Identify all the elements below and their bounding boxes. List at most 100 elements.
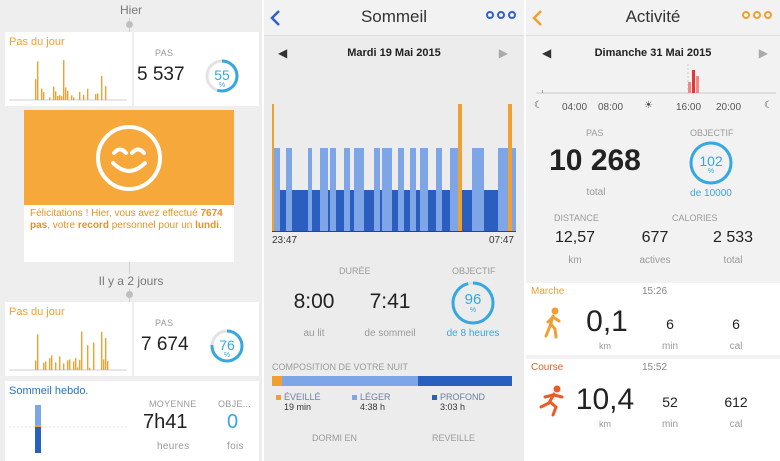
- woke-up-label: REVEILLE: [432, 433, 476, 443]
- objective-value: 0: [227, 411, 239, 433]
- timeline-dot: [126, 291, 133, 298]
- sleep-segment-deep: [484, 190, 498, 232]
- panel-divider: [524, 0, 526, 461]
- back-button[interactable]: [268, 8, 282, 34]
- sleep-label: de sommeil: [364, 328, 416, 339]
- steps-label: PAS: [155, 318, 174, 328]
- dashboard-panel: Hier Pas du jour PAS 5 537 55%: [0, 0, 262, 461]
- steps-bar: [61, 96, 63, 100]
- total-calories-label: total: [723, 255, 743, 266]
- card-title: Pas du jour: [9, 306, 65, 318]
- fell-asleep-label: DORMI EN: [312, 433, 357, 443]
- steps-bar: [89, 367, 91, 370]
- next-day-arrow[interactable]: ▶: [758, 46, 768, 60]
- back-button[interactable]: [530, 8, 544, 34]
- record-congrats-card[interactable]: Félicitations ! Hier, vous avez effectué…: [24, 110, 234, 262]
- sleep-segment-light: [354, 148, 364, 232]
- next-day-arrow[interactable]: ▶: [498, 46, 508, 60]
- moon-icon: ☾: [534, 100, 543, 111]
- active-calories-label: actives: [639, 255, 671, 266]
- steps-bar: [63, 363, 65, 370]
- sleep-segment-light: [382, 148, 392, 232]
- steps-label: PAS: [586, 128, 604, 138]
- steps-bar: [97, 93, 99, 100]
- steps-bar: [55, 91, 57, 100]
- composition-segment: [272, 376, 282, 386]
- previous-day-arrow[interactable]: ◀: [542, 46, 552, 60]
- goal-ring: [210, 329, 244, 363]
- in-bed-label: au lit: [303, 328, 325, 339]
- steps-histogram: [9, 331, 127, 371]
- time-label: 04:00: [562, 102, 588, 113]
- steps-bar: [73, 97, 75, 100]
- smiley-icon: [96, 125, 162, 191]
- legend-swatch: [276, 395, 281, 400]
- more-options-icon[interactable]: [742, 11, 772, 19]
- activity-distance: 10,4: [575, 383, 635, 416]
- activity-row-walk[interactable]: Marche 15:26 0,1 km 6 min 6 cal: [526, 283, 780, 355]
- distance-value: 12,57: [554, 229, 596, 246]
- sleep-segment-light: [420, 148, 428, 232]
- calories-label: CALORIES: [672, 213, 718, 223]
- average-unit: heures: [157, 441, 190, 452]
- steps-bar: [87, 88, 89, 100]
- page-title: Sommeil: [360, 7, 428, 26]
- steps-card-yesterday[interactable]: Pas du jour PAS 5 537 55%: [5, 32, 259, 106]
- activity-calories-unit: cal: [729, 341, 743, 352]
- steps-bar: [49, 97, 51, 100]
- composition-label: COMPOSITION DE VOTRE NUIT: [272, 362, 409, 372]
- objective-label: OBJECTIF: [452, 266, 496, 276]
- steps-bar: [67, 90, 69, 100]
- steps-bar: [83, 94, 85, 100]
- weekly-sleep-chart: [9, 405, 127, 453]
- average-label: MOYENNE: [149, 399, 197, 409]
- activity-distance-unit: km: [599, 419, 611, 429]
- steps-bar: [59, 95, 61, 100]
- steps-bar: [105, 86, 107, 100]
- objective-unit: fois: [227, 441, 244, 452]
- sleep-segment-light: [320, 148, 328, 232]
- goal-percent: 55%: [214, 67, 230, 89]
- header-bar: Sommeil: [264, 0, 524, 36]
- activity-minutes-unit: min: [661, 341, 679, 352]
- steps-bar: [35, 79, 37, 100]
- steps-bar: [101, 331, 103, 370]
- steps-bar: [87, 345, 89, 370]
- sleep-segment-light: [498, 148, 508, 232]
- steps-bar: [43, 92, 45, 100]
- sleep-value: 7:41: [369, 290, 411, 313]
- steps-bar: [105, 337, 107, 370]
- steps-bar: [49, 358, 51, 370]
- steps-bar: [79, 359, 81, 370]
- activity-name: Marche: [531, 286, 565, 297]
- card-title: Sommeil hebdo.: [9, 385, 89, 397]
- composition-segment: [281, 376, 419, 386]
- sleep-segment-deep: [428, 190, 436, 232]
- walking-icon: [544, 307, 561, 339]
- card-title: Pas du jour: [9, 36, 65, 48]
- objective-subtitle: de 8 heures: [446, 328, 500, 339]
- activity-distance: 0,1: [586, 305, 628, 338]
- goal-ring: [205, 59, 239, 93]
- activity-timeline-labels: ☾ 04:00 08:00 ☀ 16:00 20:00 ☾: [526, 100, 780, 116]
- congrats-banner: [24, 110, 234, 205]
- distance-label: DISTANCE: [554, 213, 599, 223]
- in-bed-value: 8:00: [293, 290, 335, 313]
- previous-day-arrow[interactable]: ◀: [278, 46, 288, 60]
- weekly-sleep-card[interactable]: Sommeil hebdo. MOYENNE 7h41 heures OBJE.…: [5, 381, 259, 461]
- steps-bar: [55, 362, 57, 370]
- activity-row-run[interactable]: Course 15:52 10,4 km 52 min 612 cal: [526, 359, 780, 461]
- steps-bar: [67, 360, 69, 370]
- steps-card-2days[interactable]: Pas du jour PAS 7 674 76%: [5, 302, 259, 376]
- goal-percent: 76%: [219, 337, 235, 359]
- sleep-segment-light: [472, 148, 484, 232]
- legend-deep: PROFOND 3:03 h: [432, 392, 485, 412]
- sleep-composition-bar: [272, 376, 512, 386]
- more-options-icon[interactable]: [486, 11, 516, 19]
- steps-histogram: [9, 60, 127, 101]
- steps-bar: [73, 361, 75, 370]
- chevron-left-icon: [270, 10, 280, 26]
- steps-bar: [51, 355, 53, 370]
- sleep-segment-deep: [280, 190, 286, 232]
